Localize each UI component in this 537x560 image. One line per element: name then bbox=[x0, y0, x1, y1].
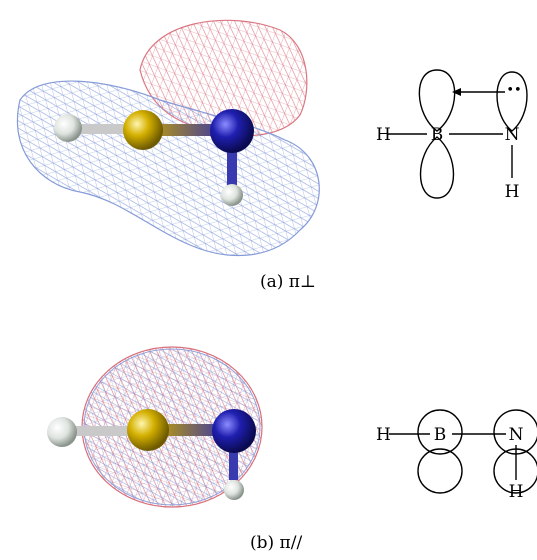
bond-n-h bbox=[229, 440, 238, 480]
hydrogen-atom bbox=[54, 114, 82, 142]
atom-label-b: B bbox=[434, 425, 447, 445]
pi-parallel-scheme bbox=[389, 409, 537, 494]
hydrogen-atom bbox=[224, 480, 244, 500]
boron-atom bbox=[123, 110, 163, 150]
atom-label-b: B bbox=[431, 125, 444, 145]
atom-label-h: H bbox=[509, 482, 524, 502]
b-lower-p-lobe bbox=[419, 136, 455, 199]
nitrogen-atom bbox=[212, 409, 256, 453]
caption-a: (a) π⊥ bbox=[260, 272, 316, 292]
boron-atom bbox=[127, 409, 169, 451]
atom-label-h: H bbox=[376, 125, 391, 145]
atom-label-h: H bbox=[376, 425, 391, 445]
hydrogen-atom bbox=[221, 184, 243, 206]
pi-parallel-orbital-render bbox=[47, 346, 263, 508]
bond-h-b bbox=[64, 426, 154, 436]
nitrogen-atom bbox=[210, 109, 254, 153]
arrow-head-icon bbox=[452, 88, 461, 96]
atom-label-n: N bbox=[505, 125, 520, 145]
atom-label-h: H bbox=[505, 182, 520, 202]
b-in-plane-lobe bbox=[417, 409, 463, 455]
b-in-plane-lobe bbox=[417, 448, 463, 494]
pi-perp-scheme bbox=[388, 69, 528, 199]
lone-pair-dots: •• bbox=[506, 83, 521, 98]
n-upper-p-lobe bbox=[496, 71, 528, 132]
pi-perp-orbital-render bbox=[16, 19, 320, 257]
bond-n-h bbox=[227, 140, 237, 190]
caption-b: (b) π// bbox=[250, 533, 302, 553]
atom-label-n: N bbox=[509, 425, 524, 445]
hydrogen-atom bbox=[47, 417, 77, 447]
b-upper-p-lobe bbox=[418, 69, 456, 132]
bond-h-b bbox=[70, 124, 140, 134]
